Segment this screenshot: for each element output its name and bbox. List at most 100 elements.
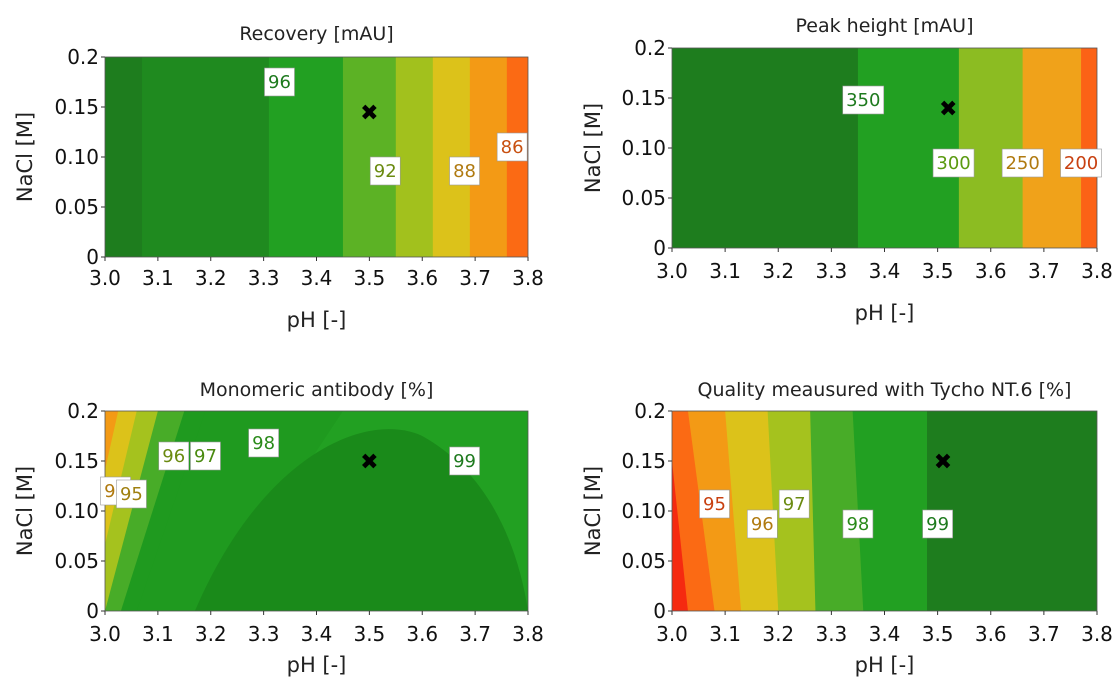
x-tick-label: 3.2 [195, 622, 227, 646]
contour-panel-3: Monomeric antibody [%] 3.0 3.1 3.2 3.3 3.4 3.5… [13, 379, 544, 677]
contour-label: 97 [778, 489, 810, 519]
contour-band [194, 429, 528, 611]
contour-band [857, 48, 960, 248]
x-tick-label: 3.6 [975, 622, 1007, 646]
contour-label: 96 [747, 509, 778, 539]
y-tick-label: 0.10 [54, 145, 99, 169]
y-tick-label: 0.2 [67, 45, 99, 69]
y-axis-label: NaCl [M] [13, 112, 37, 202]
panel-title: Quality meausured with Tycho NT.6 [%] [698, 379, 1072, 401]
contour-label: 200 [1060, 148, 1102, 178]
x-tick-label: 3.5 [353, 622, 385, 646]
x-tick-label: 3.1 [709, 259, 741, 283]
svg-text:95: 95 [120, 484, 143, 505]
contour-label: 86 [496, 132, 528, 162]
panel-title: Monomeric antibody [%] [200, 379, 434, 401]
svg-text:200: 200 [1064, 153, 1098, 174]
x-tick-label: 3.2 [762, 622, 794, 646]
y-axis-label: NaCl [M] [581, 466, 605, 556]
contour-label: 99 [922, 509, 953, 539]
x-axis-label: pH [-] [855, 301, 915, 325]
svg-text:250: 250 [1005, 153, 1039, 174]
contour-label: 95 [699, 489, 730, 519]
svg-text:99: 99 [453, 451, 476, 472]
x-tick-label: 3.3 [248, 622, 280, 646]
contour-panel-2: Peak height [mAU] 3.0 3.1 3.2 3.3 3.4 3.5 3.6 3.… [581, 15, 1113, 325]
y-tick-label: 0.05 [621, 186, 666, 210]
contour-label: 96 [264, 67, 295, 97]
contour-band [105, 411, 119, 470]
x-tick-label: 3.7 [459, 622, 491, 646]
contour-label: 97 [190, 441, 221, 471]
contour-label: 96 [158, 441, 190, 471]
x-tick-label: 3.0 [656, 622, 688, 646]
x-axis-label: pH [-] [287, 308, 347, 332]
optimum-marker: ✖ [934, 450, 952, 475]
x-tick-label: 3.1 [142, 266, 174, 290]
x-tick-label: 3.8 [1081, 259, 1113, 283]
x-tick-label: 3.6 [406, 622, 438, 646]
contour-label: 95 [116, 479, 147, 509]
x-tick-label: 3.7 [1028, 259, 1060, 283]
x-tick-label: 3.6 [406, 266, 438, 290]
svg-text:99: 99 [926, 514, 949, 535]
contour-band [1022, 48, 1082, 248]
x-tick-label: 3.1 [142, 622, 174, 646]
contour-label: 300 [932, 148, 975, 178]
svg-text:92: 92 [374, 161, 397, 182]
contour-band [142, 57, 270, 257]
svg-text:98: 98 [252, 433, 275, 454]
svg-text:97: 97 [194, 446, 217, 467]
contour-band [395, 57, 434, 257]
y-tick-label: 0.2 [634, 399, 666, 423]
contour-label: 99 [449, 446, 480, 476]
panel-title: Peak height [mAU] [796, 15, 974, 37]
x-tick-label: 3.0 [656, 259, 688, 283]
y-tick-label: 0.10 [54, 499, 99, 523]
contour-label: 250 [1001, 148, 1044, 178]
x-tick-label: 3.4 [869, 622, 901, 646]
x-tick-label: 3.4 [301, 622, 333, 646]
svg-text:350: 350 [846, 90, 880, 111]
y-tick-label: 0 [653, 236, 666, 260]
y-tick-label: 0.2 [634, 36, 666, 60]
svg-text:96: 96 [268, 72, 291, 93]
optimum-marker: ✖ [360, 450, 378, 475]
contour-band [958, 48, 1024, 248]
svg-text:95: 95 [703, 494, 726, 515]
y-axis-label: NaCl [M] [13, 466, 37, 556]
svg-text:98: 98 [846, 514, 869, 535]
svg-text:96: 96 [751, 514, 774, 535]
plot-area [672, 48, 1097, 248]
x-tick-label: 3.8 [512, 266, 544, 290]
svg-text:86: 86 [501, 137, 524, 158]
optimum-marker: ✖ [939, 97, 957, 122]
y-tick-label: 0.15 [621, 449, 666, 473]
optimum-marker: ✖ [360, 101, 378, 126]
contour-label: 98 [842, 509, 874, 539]
x-tick-label: 3.5 [922, 259, 954, 283]
x-tick-label: 3.2 [195, 266, 227, 290]
x-tick-label: 3.6 [975, 259, 1007, 283]
x-tick-label: 3.7 [459, 266, 491, 290]
x-tick-label: 3.5 [353, 266, 385, 290]
y-tick-label: 0.05 [621, 549, 666, 573]
contour-band [1081, 48, 1097, 248]
y-tick-label: 0.10 [621, 499, 666, 523]
x-tick-label: 3.7 [1028, 622, 1060, 646]
panel-title: Recovery [mAU] [239, 23, 393, 45]
contour-panel-4: Quality meausured with Tycho NT.6 [%] 3.0… [581, 379, 1113, 677]
y-tick-label: 0.05 [54, 195, 99, 219]
y-tick-label: 0.15 [54, 449, 99, 473]
y-tick-label: 0.15 [54, 95, 99, 119]
x-tick-label: 3.3 [248, 266, 280, 290]
y-tick-label: 0.05 [54, 549, 99, 573]
contour-label: 88 [449, 156, 480, 186]
svg-text:96: 96 [162, 446, 185, 467]
x-tick-label: 3.4 [301, 266, 333, 290]
contour-label: 350 [842, 85, 885, 115]
x-tick-label: 3.8 [512, 622, 544, 646]
x-tick-label: 3.5 [922, 622, 954, 646]
x-tick-label: 3.3 [815, 259, 847, 283]
